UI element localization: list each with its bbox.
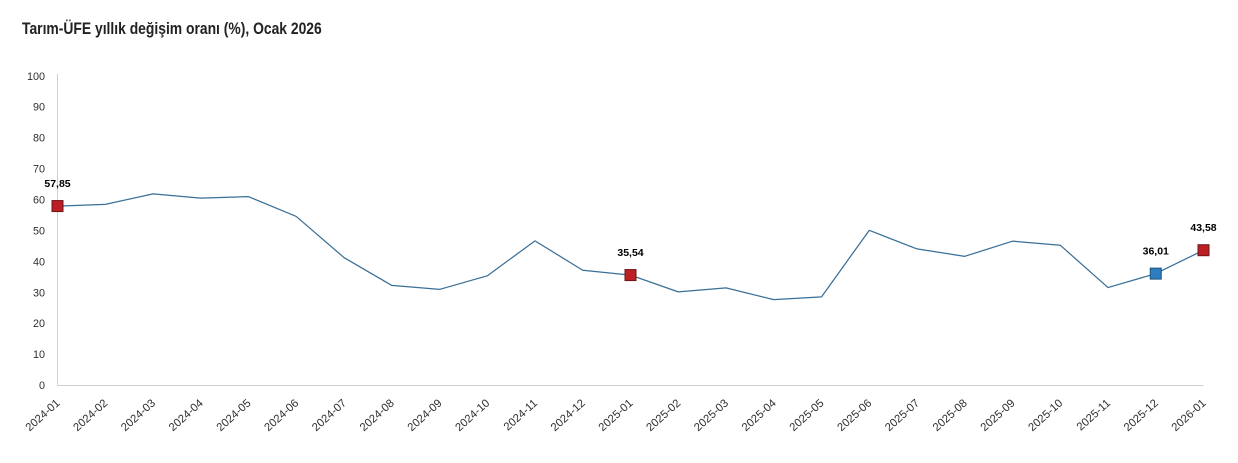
svg-text:2024-12: 2024-12 xyxy=(549,397,588,434)
svg-text:2025-10: 2025-10 xyxy=(1026,397,1065,434)
svg-text:2024-04: 2024-04 xyxy=(167,397,206,434)
svg-text:80: 80 xyxy=(33,133,45,145)
svg-text:2024-11: 2024-11 xyxy=(502,397,540,433)
svg-text:70: 70 xyxy=(33,164,45,176)
svg-text:100: 100 xyxy=(27,71,45,83)
svg-text:20: 20 xyxy=(33,318,45,330)
svg-text:2024-03: 2024-03 xyxy=(119,397,158,434)
svg-text:57,85: 57,85 xyxy=(44,178,70,190)
svg-text:2025-04: 2025-04 xyxy=(740,397,779,434)
svg-text:2025-11: 2025-11 xyxy=(1075,397,1113,433)
svg-text:2024-08: 2024-08 xyxy=(358,397,397,434)
svg-text:2024-06: 2024-06 xyxy=(262,397,301,434)
svg-text:2025-07: 2025-07 xyxy=(883,397,922,434)
svg-text:2024-09: 2024-09 xyxy=(406,397,445,434)
svg-text:2024-10: 2024-10 xyxy=(453,397,492,434)
svg-text:2025-06: 2025-06 xyxy=(835,397,874,434)
svg-text:36,01: 36,01 xyxy=(1143,245,1169,257)
svg-text:2024-05: 2024-05 xyxy=(215,397,254,434)
svg-text:60: 60 xyxy=(33,195,45,207)
svg-text:0: 0 xyxy=(39,380,45,392)
svg-text:2026-01: 2026-01 xyxy=(1170,397,1209,434)
svg-text:2025-03: 2025-03 xyxy=(692,397,731,434)
svg-text:50: 50 xyxy=(33,225,45,237)
svg-text:43,58: 43,58 xyxy=(1190,222,1216,234)
svg-text:40: 40 xyxy=(33,256,45,268)
svg-text:2025-05: 2025-05 xyxy=(788,397,827,434)
svg-text:2025-08: 2025-08 xyxy=(931,397,970,434)
svg-text:35,54: 35,54 xyxy=(617,247,643,259)
svg-text:10: 10 xyxy=(33,349,45,361)
svg-text:2025-09: 2025-09 xyxy=(979,397,1018,434)
svg-text:90: 90 xyxy=(33,102,45,114)
svg-text:2025-01: 2025-01 xyxy=(597,397,636,434)
svg-text:2025-02: 2025-02 xyxy=(644,397,683,434)
svg-text:2024-02: 2024-02 xyxy=(71,397,110,434)
svg-text:2024-01: 2024-01 xyxy=(24,397,63,434)
svg-text:30: 30 xyxy=(33,287,45,299)
svg-text:2025-12: 2025-12 xyxy=(1122,397,1161,434)
svg-text:2024-07: 2024-07 xyxy=(310,397,349,434)
